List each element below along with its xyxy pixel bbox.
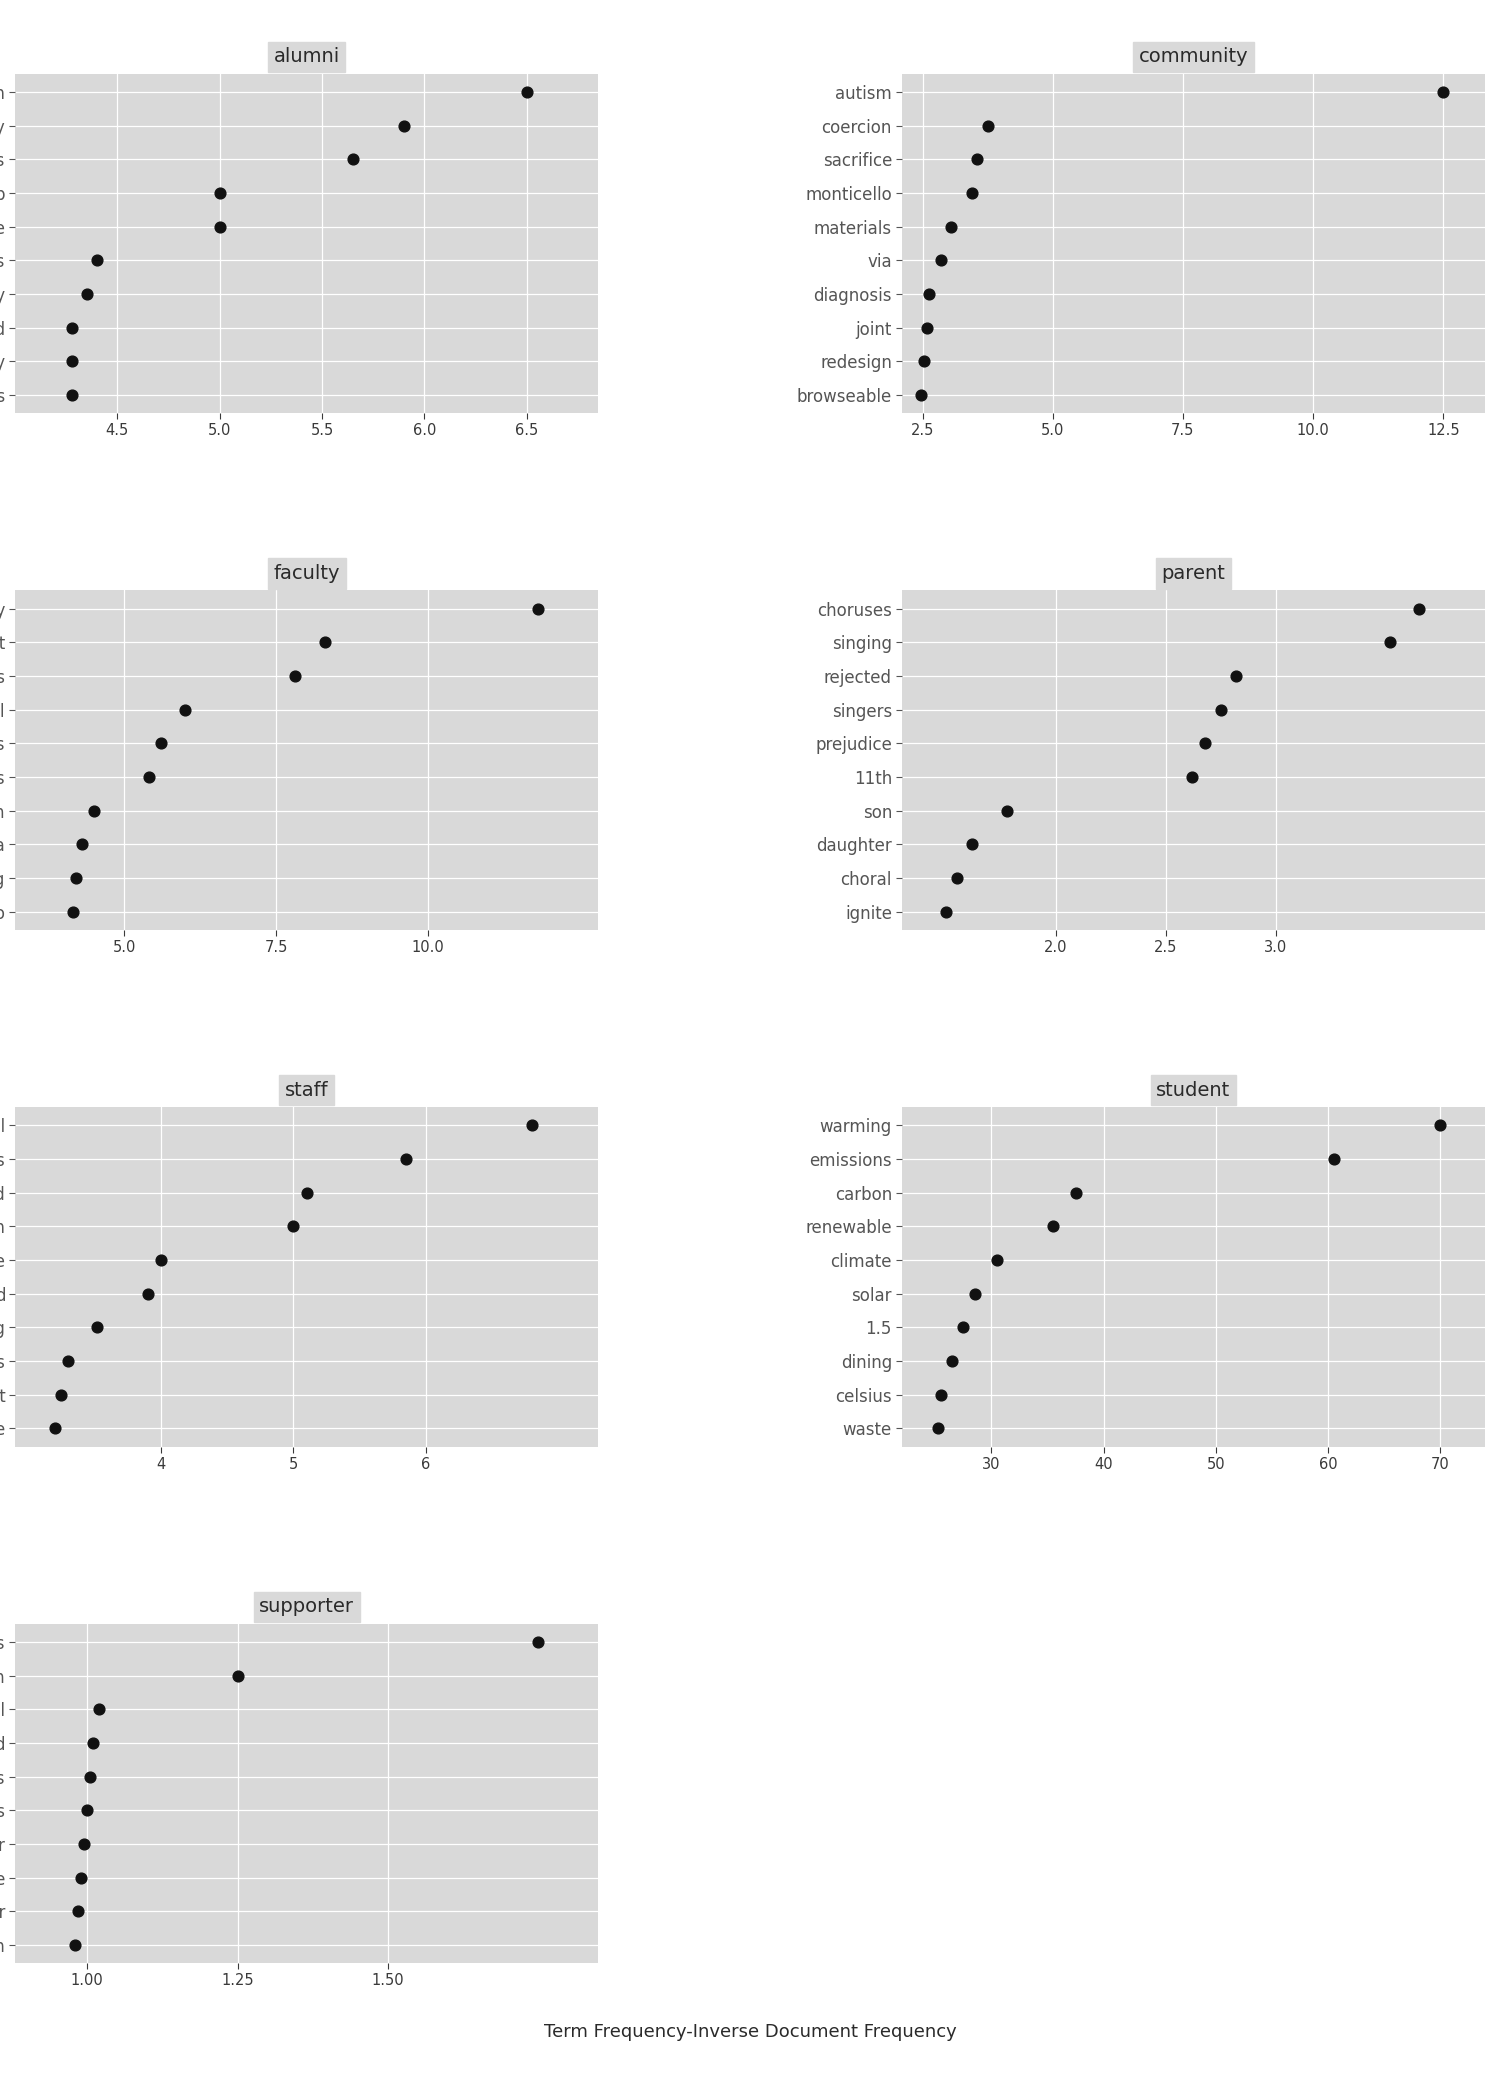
Point	[1180, 760, 1204, 794]
Point	[44, 1411, 68, 1445]
Title: supporter: supporter	[260, 1598, 354, 1617]
Title: student: student	[1156, 1082, 1230, 1100]
Title: community: community	[1138, 48, 1248, 67]
Point	[514, 76, 538, 109]
Point	[82, 794, 106, 827]
Point	[60, 344, 84, 378]
Point	[172, 693, 196, 727]
Point	[78, 1760, 102, 1793]
Point	[282, 1210, 306, 1243]
Title: parent: parent	[1161, 565, 1226, 584]
Point	[75, 277, 99, 311]
Point	[294, 1176, 318, 1210]
Point	[1041, 1210, 1065, 1243]
Point	[87, 1693, 111, 1726]
Point	[81, 1726, 105, 1760]
Point	[1209, 693, 1233, 727]
Point	[939, 210, 963, 244]
Point	[909, 378, 933, 412]
Point	[1064, 1176, 1088, 1210]
Point	[975, 109, 999, 143]
Point	[1407, 592, 1431, 626]
Point	[148, 1243, 172, 1277]
Point	[926, 1411, 950, 1445]
Point	[86, 244, 109, 277]
Point	[75, 1793, 99, 1827]
Point	[56, 1344, 80, 1378]
Point	[50, 1378, 74, 1411]
Point	[282, 659, 306, 693]
Point	[928, 1378, 952, 1411]
Point	[996, 794, 1020, 827]
Point	[520, 1109, 544, 1142]
Point	[66, 1894, 90, 1928]
Point	[928, 244, 952, 277]
Title: faculty: faculty	[273, 565, 340, 584]
Point	[963, 1277, 987, 1310]
Point	[912, 344, 936, 378]
Point	[72, 1827, 96, 1861]
Point	[207, 176, 231, 210]
Point	[1428, 1109, 1452, 1142]
Point	[1194, 727, 1218, 760]
Point	[945, 861, 969, 895]
Text: Term Frequency-Inverse Document Frequency: Term Frequency-Inverse Document Frequenc…	[543, 2022, 957, 2041]
Point	[60, 895, 84, 928]
Point	[314, 626, 338, 659]
Point	[69, 1861, 93, 1894]
Point	[70, 827, 94, 861]
Point	[60, 311, 84, 344]
Title: staff: staff	[285, 1082, 328, 1100]
Point	[86, 1310, 109, 1344]
Point	[225, 1659, 249, 1693]
Point	[136, 760, 160, 794]
Point	[960, 827, 984, 861]
Point	[916, 277, 940, 311]
Point	[525, 592, 549, 626]
Point	[940, 1344, 964, 1378]
Point	[63, 1928, 87, 1961]
Point	[148, 727, 172, 760]
Point	[1378, 626, 1402, 659]
Point	[394, 1142, 418, 1176]
Point	[1322, 1142, 1346, 1176]
Point	[340, 143, 364, 176]
Point	[1431, 76, 1455, 109]
Point	[1224, 659, 1248, 693]
Point	[915, 311, 939, 344]
Point	[964, 143, 988, 176]
Point	[64, 861, 88, 895]
Point	[986, 1243, 1010, 1277]
Point	[960, 176, 984, 210]
Point	[207, 210, 231, 244]
Point	[951, 1310, 975, 1344]
Title: alumni: alumni	[273, 48, 340, 67]
Point	[60, 378, 84, 412]
Point	[933, 895, 957, 928]
Point	[392, 109, 416, 143]
Point	[135, 1277, 159, 1310]
Point	[526, 1625, 550, 1659]
